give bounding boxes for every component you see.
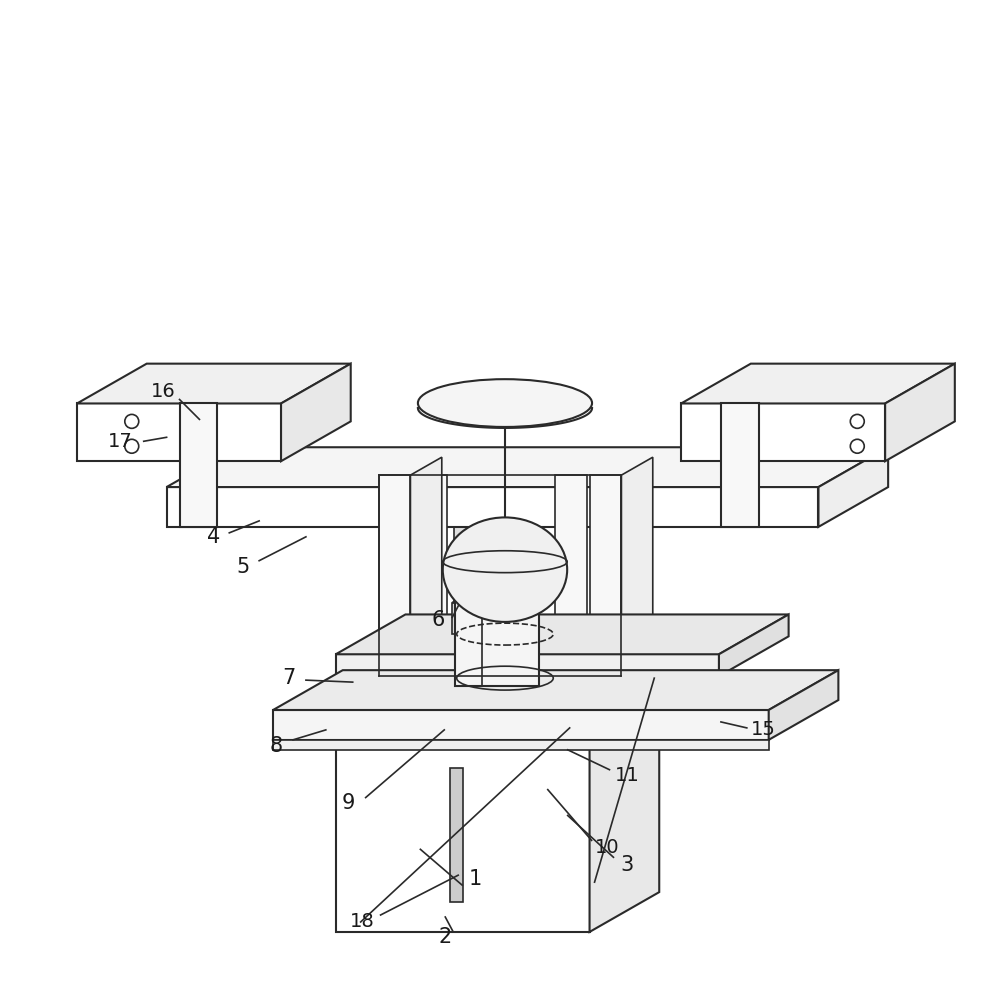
Ellipse shape — [418, 379, 592, 427]
Polygon shape — [454, 693, 468, 711]
Text: 1: 1 — [468, 869, 482, 889]
Polygon shape — [273, 740, 769, 749]
Polygon shape — [555, 475, 587, 677]
Polygon shape — [450, 767, 463, 902]
Polygon shape — [77, 363, 351, 403]
Polygon shape — [452, 589, 504, 603]
Polygon shape — [336, 655, 719, 677]
Polygon shape — [681, 403, 885, 461]
Text: 2: 2 — [439, 927, 452, 947]
Text: 4: 4 — [207, 527, 220, 547]
Text: 11: 11 — [615, 766, 640, 785]
Text: 16: 16 — [151, 382, 176, 401]
Polygon shape — [273, 710, 769, 740]
Polygon shape — [336, 615, 789, 655]
Text: 10: 10 — [595, 838, 620, 857]
Text: 6: 6 — [432, 611, 445, 631]
Polygon shape — [818, 447, 888, 527]
Polygon shape — [590, 654, 659, 708]
Polygon shape — [454, 509, 468, 693]
Polygon shape — [281, 363, 351, 461]
Polygon shape — [885, 363, 955, 461]
Text: 8: 8 — [270, 736, 283, 755]
Polygon shape — [415, 475, 447, 677]
Ellipse shape — [443, 517, 567, 622]
Text: 15: 15 — [751, 721, 776, 740]
Text: 18: 18 — [350, 912, 375, 931]
Polygon shape — [590, 475, 621, 677]
Polygon shape — [769, 671, 838, 740]
Polygon shape — [336, 708, 590, 932]
Polygon shape — [590, 669, 659, 932]
Polygon shape — [452, 603, 480, 635]
Polygon shape — [336, 654, 659, 693]
Polygon shape — [379, 475, 410, 677]
Polygon shape — [721, 403, 759, 527]
Text: 17: 17 — [107, 432, 132, 451]
Text: 5: 5 — [237, 557, 250, 577]
Polygon shape — [410, 457, 442, 677]
Polygon shape — [621, 457, 653, 677]
Text: 9: 9 — [342, 792, 355, 812]
Polygon shape — [455, 592, 539, 686]
Polygon shape — [336, 669, 659, 708]
Polygon shape — [180, 403, 217, 527]
Text: 7: 7 — [282, 668, 296, 689]
Polygon shape — [681, 363, 955, 403]
Ellipse shape — [457, 578, 553, 606]
Polygon shape — [167, 487, 818, 527]
Polygon shape — [273, 671, 838, 710]
Polygon shape — [336, 693, 590, 708]
Text: 3: 3 — [621, 855, 634, 875]
Polygon shape — [77, 403, 281, 461]
Polygon shape — [719, 615, 789, 677]
Polygon shape — [167, 447, 888, 487]
